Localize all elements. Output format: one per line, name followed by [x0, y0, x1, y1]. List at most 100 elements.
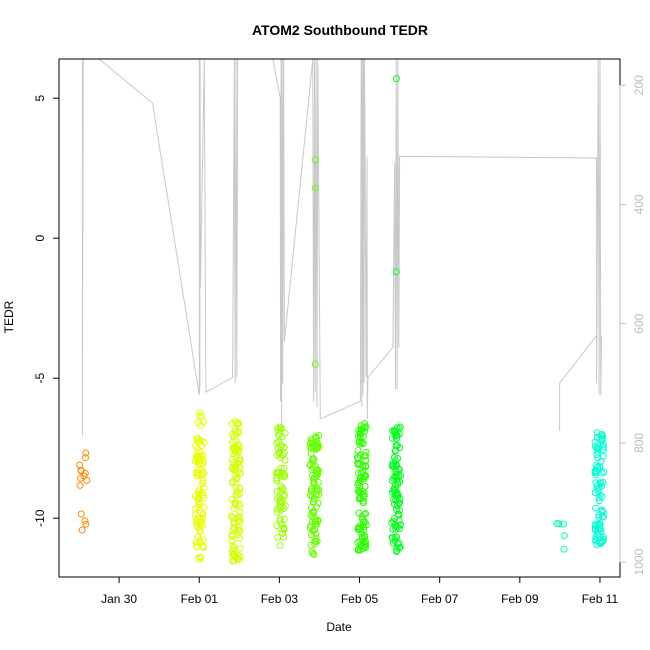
data-point	[230, 557, 238, 565]
depth-track	[81, 58, 603, 437]
data-point	[396, 478, 403, 486]
data-point	[274, 426, 282, 434]
x-tick-label: Feb 01	[181, 592, 219, 606]
data-point	[308, 493, 316, 500]
data-point	[392, 525, 400, 533]
x-tick-label: Feb 11	[582, 592, 619, 606]
data-point	[359, 425, 367, 432]
data-point	[193, 523, 201, 531]
data-point	[234, 526, 242, 534]
data-point	[228, 512, 235, 520]
data-point	[306, 443, 314, 451]
data-point	[228, 537, 236, 545]
data-point	[280, 472, 288, 480]
y-axis-label: TEDR	[2, 300, 16, 333]
y2-tick-label: 600	[632, 313, 646, 333]
data-point	[311, 518, 319, 526]
data-point	[195, 488, 202, 495]
data-point	[276, 498, 284, 506]
data-point	[391, 447, 399, 455]
data-point	[228, 431, 236, 438]
data-point	[311, 462, 319, 470]
data-point	[76, 481, 84, 489]
data-point	[389, 539, 397, 547]
y2-tick-label: 1000	[632, 548, 646, 575]
data-point	[274, 424, 282, 432]
y-tick-label: -5	[33, 373, 47, 384]
data-point	[392, 496, 400, 503]
y-tick-label: 0	[33, 235, 47, 242]
data-point	[236, 469, 244, 477]
data-point	[192, 542, 200, 550]
data-point	[392, 435, 400, 443]
data-point	[236, 527, 244, 535]
data-point	[591, 526, 599, 534]
data-point	[599, 452, 607, 460]
data-point	[311, 486, 319, 494]
data-point	[235, 513, 243, 521]
data-point	[231, 499, 239, 507]
data-point	[78, 526, 86, 534]
data-point	[592, 504, 599, 512]
y2-tick-label: 200	[632, 75, 646, 95]
data-point	[312, 434, 320, 442]
data-point	[82, 520, 90, 528]
data-point	[314, 478, 322, 486]
data-point	[280, 515, 288, 523]
data-point	[396, 423, 404, 431]
data-point	[309, 464, 317, 472]
data-point	[392, 268, 400, 276]
data-point	[228, 548, 236, 556]
data-point	[355, 426, 363, 434]
data-point	[361, 452, 369, 460]
data-point	[388, 434, 396, 442]
data-point	[235, 456, 243, 464]
data-point	[362, 448, 370, 456]
data-point	[598, 469, 606, 477]
data-point	[389, 525, 397, 533]
x-tick-label: Feb 09	[501, 592, 539, 606]
x-tick-label: Feb 05	[341, 592, 379, 606]
data-point	[598, 507, 606, 515]
data-point	[195, 466, 203, 474]
data-point	[592, 533, 600, 541]
data-point	[560, 545, 568, 553]
data-point	[199, 542, 207, 550]
data-point	[233, 475, 241, 483]
data-point	[311, 537, 319, 545]
data-point	[280, 533, 288, 541]
data-point	[229, 444, 237, 452]
data-point	[555, 520, 563, 528]
data-point	[311, 515, 319, 523]
data-point	[307, 541, 315, 549]
data-point	[195, 503, 203, 511]
data-point	[394, 455, 402, 462]
data-point	[394, 510, 402, 518]
data-point	[196, 537, 204, 545]
data-point	[355, 438, 363, 445]
data-point	[354, 524, 362, 532]
x-tick-label: Jan 30	[101, 592, 137, 606]
data-point	[280, 504, 288, 512]
data-point	[310, 455, 318, 463]
data-point	[312, 490, 320, 498]
data-point	[274, 445, 282, 453]
data-point	[81, 517, 89, 525]
data-point	[362, 538, 369, 546]
data-points	[76, 75, 608, 565]
data-point	[354, 546, 362, 554]
data-point	[596, 463, 604, 471]
data-point	[598, 437, 606, 445]
data-point	[396, 444, 404, 452]
data-point	[236, 535, 244, 542]
data-point	[307, 504, 315, 511]
data-point	[82, 454, 89, 462]
data-point	[194, 555, 202, 563]
data-point	[312, 503, 320, 511]
data-point	[357, 489, 365, 496]
data-point	[307, 444, 315, 452]
data-point	[196, 553, 204, 561]
depth-track-line	[81, 58, 603, 437]
chart-title: ATOM2 Southbound TEDR	[252, 22, 428, 38]
